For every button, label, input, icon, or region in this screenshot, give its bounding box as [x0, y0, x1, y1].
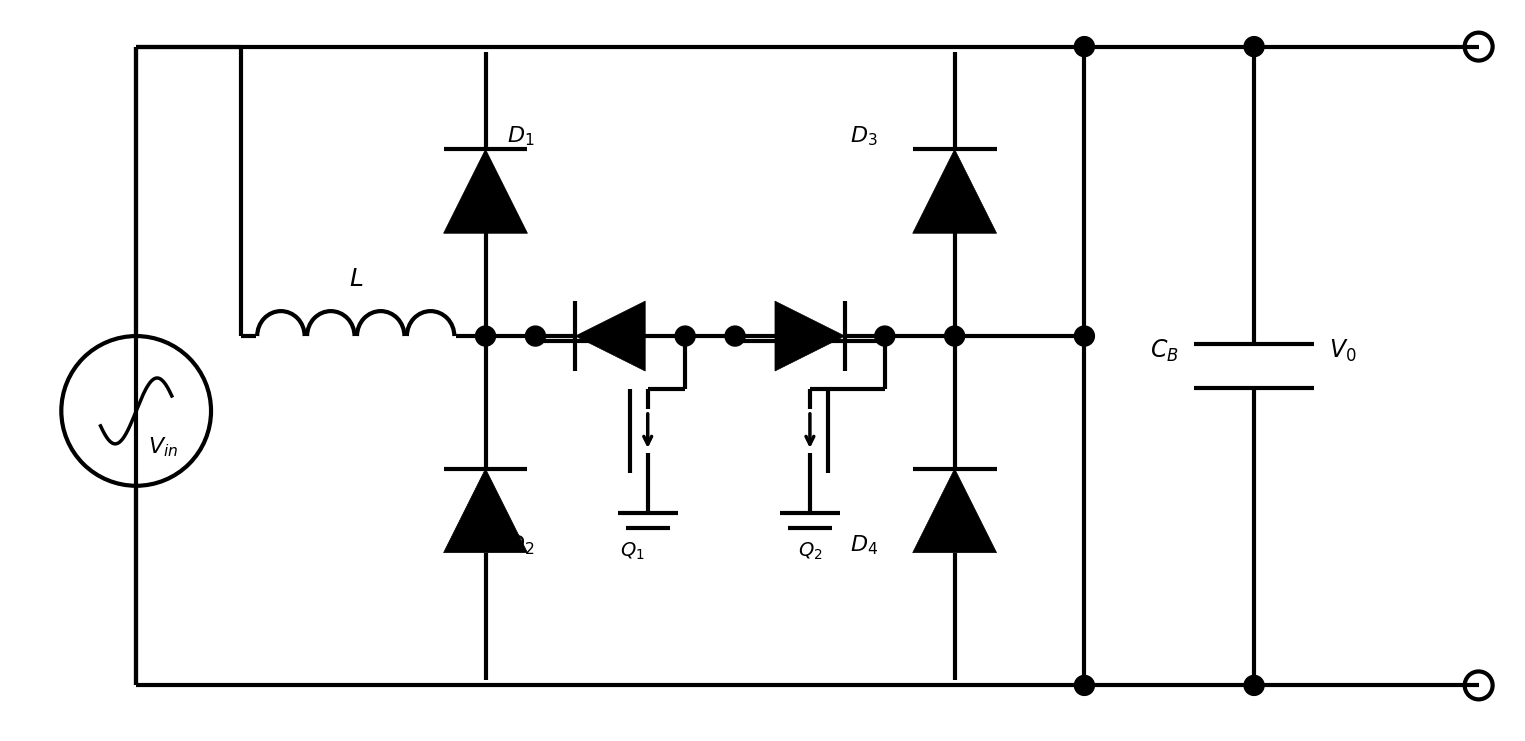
- Text: $D_3$: $D_3$: [849, 124, 877, 148]
- Text: $C_B$: $C_B$: [1150, 338, 1179, 364]
- Text: $D_4$: $D_4$: [849, 534, 878, 557]
- Polygon shape: [444, 150, 528, 233]
- Circle shape: [1244, 676, 1264, 695]
- Circle shape: [1075, 326, 1095, 346]
- Text: $Q_2$: $Q_2$: [798, 541, 822, 562]
- Circle shape: [676, 326, 695, 346]
- Circle shape: [1075, 36, 1095, 56]
- Circle shape: [1244, 36, 1264, 56]
- Polygon shape: [913, 150, 996, 233]
- Text: $V_0$: $V_0$: [1328, 338, 1357, 364]
- Circle shape: [724, 326, 746, 346]
- Polygon shape: [775, 301, 845, 371]
- Circle shape: [1075, 676, 1095, 695]
- Text: $D_2$: $D_2$: [508, 534, 535, 557]
- Text: $L$: $L$: [349, 268, 363, 291]
- Text: $V_{in}$: $V_{in}$: [148, 436, 178, 459]
- Circle shape: [526, 326, 546, 346]
- Circle shape: [944, 326, 965, 346]
- Polygon shape: [444, 469, 528, 553]
- Circle shape: [875, 326, 895, 346]
- Polygon shape: [913, 469, 996, 553]
- Text: $D_1$: $D_1$: [508, 124, 535, 148]
- Polygon shape: [575, 301, 645, 371]
- Circle shape: [476, 326, 496, 346]
- Text: $Q_1$: $Q_1$: [621, 541, 645, 562]
